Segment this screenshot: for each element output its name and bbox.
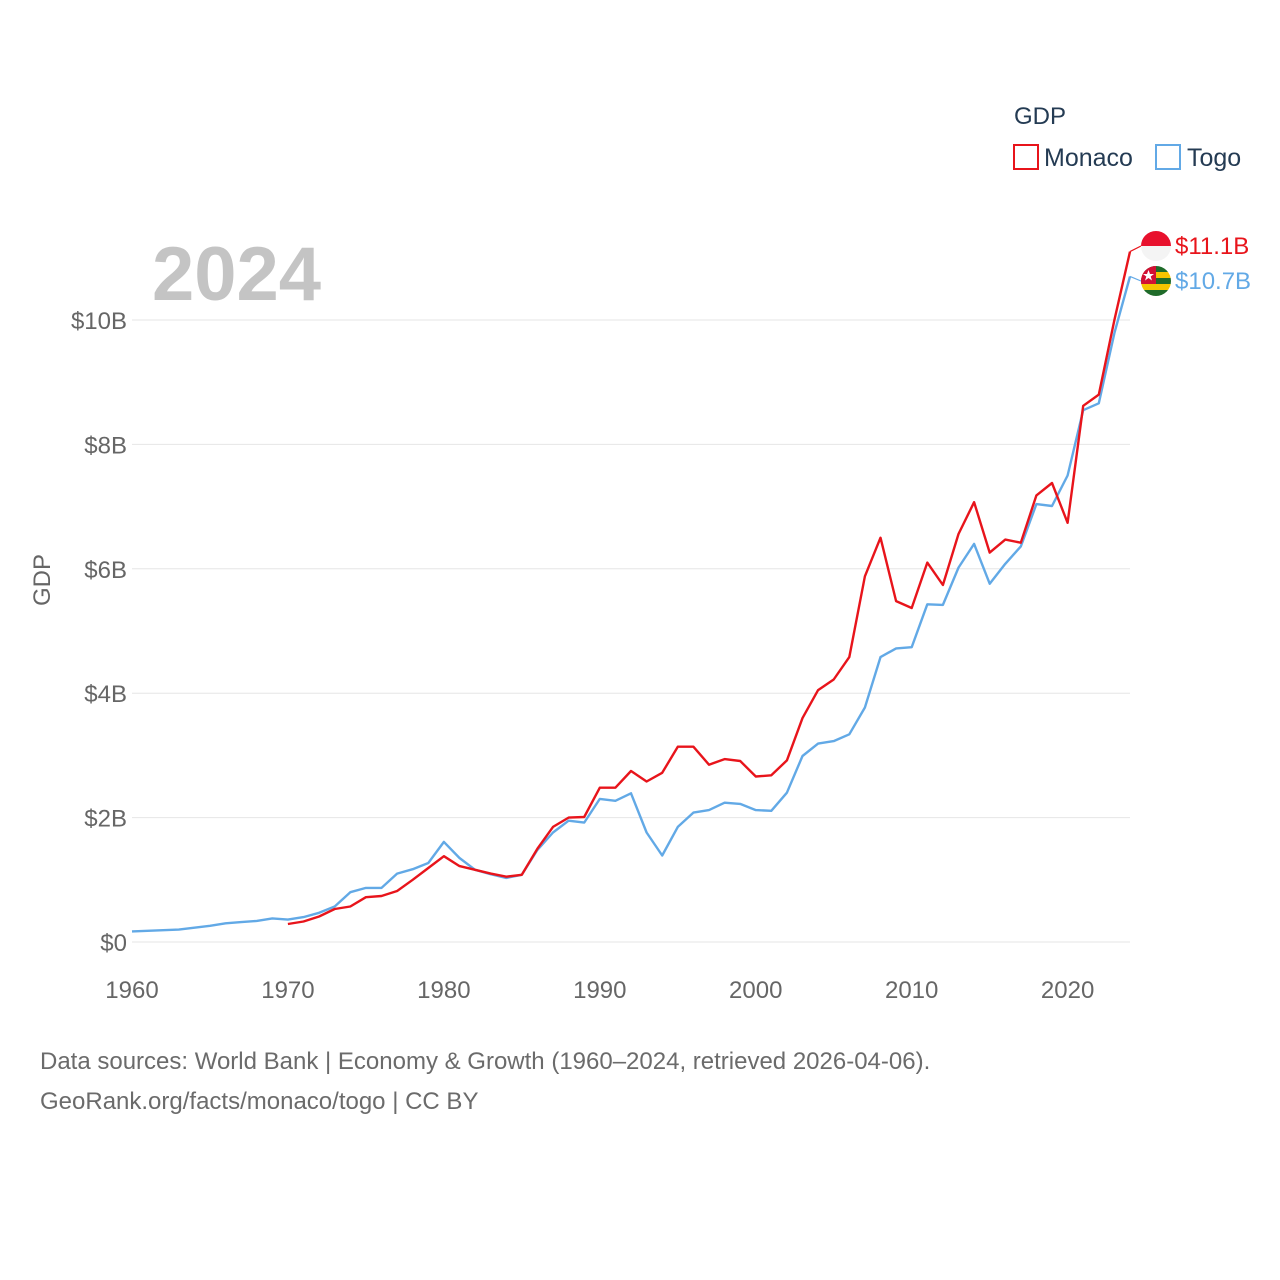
legend-label-togo: Togo	[1187, 144, 1241, 172]
legend-label-monaco: Monaco	[1044, 144, 1133, 172]
y-axis: $0 $2B $4B $6B $8B $10B	[71, 308, 127, 957]
legend: GDP Monaco Togo	[1013, 103, 1241, 172]
footer: Data sources: World Bank | Economy & Gro…	[40, 1042, 930, 1122]
end-value-togo: $10.7B	[1175, 268, 1251, 295]
monaco-flag-icon	[1141, 231, 1171, 261]
legend-swatch-togo	[1155, 144, 1181, 170]
year-label: 2024	[152, 232, 321, 317]
y-tick-label: $8B	[84, 432, 127, 459]
legend-title: GDP	[1014, 103, 1066, 130]
y-tick-label: $6B	[84, 557, 127, 584]
flag-stripe	[1141, 290, 1171, 296]
flag-body	[1141, 231, 1171, 261]
y-tick-label: $0	[100, 930, 127, 957]
series-lines	[131, 251, 1132, 933]
legend-item-togo[interactable]: Togo	[1155, 144, 1241, 172]
x-tick-label: 1960	[105, 977, 158, 1004]
gridlines	[132, 319, 1130, 943]
x-tick-label: 2000	[729, 977, 782, 1004]
x-tick-label: 1980	[417, 977, 470, 1004]
end-connector	[1129, 245, 1142, 253]
series-line-togo	[131, 276, 1132, 933]
flag-white-band	[1141, 246, 1171, 261]
series-line-monaco	[287, 251, 1132, 926]
x-tick-label: 1970	[261, 977, 314, 1004]
legend-item-monaco[interactable]: Monaco	[1013, 144, 1133, 172]
y-axis-label: GDP	[29, 554, 56, 606]
x-tick-label: 2020	[1041, 977, 1094, 1004]
end-value-monaco: $11.1B	[1175, 233, 1249, 260]
flag-red-band	[1141, 231, 1171, 246]
flag-stripe	[1141, 284, 1171, 290]
y-tick-label: $4B	[84, 681, 127, 708]
footer-sources: Data sources: World Bank | Economy & Gro…	[40, 1048, 931, 1075]
x-axis: 1960 1970 1980 1990 2000 2010 2020	[105, 977, 1094, 1004]
footer-attribution[interactable]: GeoRank.org/facts/monaco/togo | CC BY	[40, 1088, 479, 1115]
end-labels: $11.1B $10.7B	[1129, 231, 1251, 296]
flag-star	[1143, 270, 1154, 281]
x-tick-label: 2010	[885, 977, 938, 1004]
legend-swatch-monaco	[1013, 144, 1039, 170]
end-connector	[1129, 275, 1142, 282]
line-chart: $0 $2B $4B $6B $8B $10B 1960 1970 1980 1990 2000 2…	[29, 103, 1251, 1004]
x-tick-label: 1990	[573, 977, 626, 1004]
y-tick-label: $2B	[84, 806, 127, 833]
y-tick-label: $10B	[71, 308, 127, 335]
togo-flag-icon	[1141, 266, 1171, 296]
flag-body	[1141, 266, 1171, 296]
